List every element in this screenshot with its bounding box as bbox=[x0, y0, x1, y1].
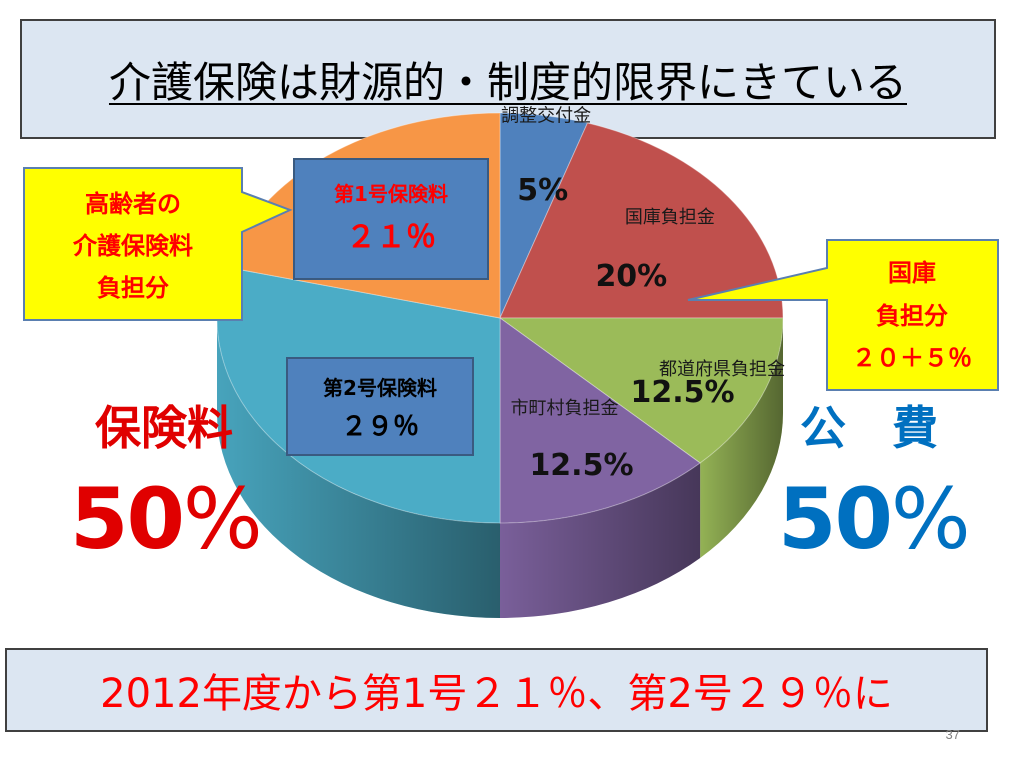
slice-value-1: 20% bbox=[595, 259, 667, 294]
pie-slice-2 bbox=[498, 317, 784, 464]
pie-side-shade-3-0 bbox=[500, 462, 701, 618]
pie-side-shade-4-0 bbox=[217, 318, 500, 618]
pie-side-shade-2-0 bbox=[700, 318, 784, 558]
slide-title: 介護保険は財源的・制度的限界にきている bbox=[108, 57, 907, 107]
callout-national: 国庫 負担分 ２０＋５％ bbox=[687, 239, 999, 391]
callout-elderly: 高齢者の 介護保険料 負担分 bbox=[23, 167, 293, 321]
box-second-line-2: ２９％ bbox=[341, 412, 419, 442]
box-second-premium: 第2号保険料 ２９％ bbox=[286, 357, 474, 456]
pie-slice-0 bbox=[499, 112, 589, 319]
left-value-group: 50% bbox=[70, 470, 263, 568]
slice-name-1: 国庫負担金 bbox=[625, 207, 715, 228]
box-second-line-1: 第2号保険料 bbox=[323, 376, 437, 400]
right-value-group: 50% bbox=[778, 470, 971, 568]
callout-national-line-3: ２０＋５％ bbox=[852, 344, 972, 372]
box-first-line-1: 第1号保険料 bbox=[334, 182, 448, 206]
pie-sides bbox=[217, 318, 784, 618]
bottom-text: 2012年度から第1号２１％、第2号２９％に bbox=[100, 671, 893, 717]
slice-name-2: 都道府県負担金 bbox=[659, 359, 785, 380]
left-label: 保険料 bbox=[95, 401, 233, 455]
right-label: 公 費 bbox=[800, 401, 938, 455]
callout-elderly-line-2: 介護保険料 bbox=[72, 232, 193, 260]
box-first-line-2: ２１％ bbox=[346, 220, 436, 255]
callout-elderly-line-3: 負担分 bbox=[97, 274, 169, 302]
bottom-box: 2012年度から第1号２１％、第2号２９％に bbox=[5, 648, 988, 732]
pie-slice-3 bbox=[499, 317, 701, 524]
slice-value-2: 12.5% bbox=[631, 375, 735, 410]
right-value: 50 bbox=[778, 470, 893, 568]
slice-name-3: 市町村負担金 bbox=[511, 398, 619, 419]
slice-value-3: 12.5% bbox=[529, 448, 633, 483]
right-pct: % bbox=[890, 470, 971, 568]
page-number: 37 bbox=[945, 727, 960, 742]
callout-elderly-line-1: 高齢者の bbox=[85, 190, 181, 218]
slice-value-0: 5% bbox=[517, 173, 568, 208]
slice-name-0: 調整交付金 bbox=[501, 106, 591, 127]
box-first-premium: 第1号保険料 ２１％ bbox=[293, 158, 489, 280]
callout-national-line-1: 国庫 bbox=[888, 259, 936, 287]
callout-national-line-2: 負担分 bbox=[876, 302, 948, 330]
left-pct: % bbox=[182, 470, 263, 568]
left-value: 50 bbox=[70, 470, 185, 568]
